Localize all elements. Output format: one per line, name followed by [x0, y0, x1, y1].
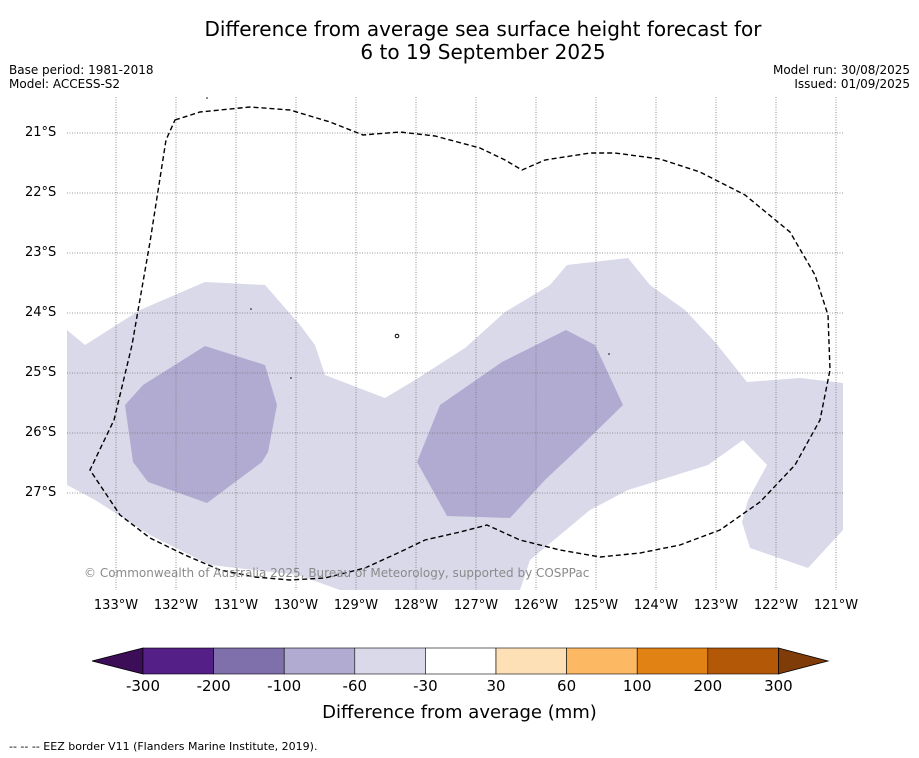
island-marker [394, 333, 400, 339]
colorbar-segment [707, 647, 779, 675]
island-marker [250, 308, 252, 310]
colorbar-segment [425, 647, 497, 675]
eez-border [89, 106, 831, 581]
map-title: Difference from average sea surface heig… [0, 18, 919, 64]
lon-label: 132°W [153, 598, 199, 613]
lon-label: 126°W [513, 598, 559, 613]
lat-label: 26°S [25, 425, 57, 440]
colorbar-tick-label: 30 [486, 677, 506, 695]
colorbar-segment [495, 647, 567, 675]
graticule [67, 97, 843, 590]
island-marker [608, 353, 610, 355]
copyright-notice: © Commonwealth of Australia 2025, Bureau… [84, 566, 590, 580]
anomaly-region-neg100-neg60-east [417, 330, 623, 518]
colorbar-tick-label: -60 [342, 677, 368, 695]
lon-label: 127°W [453, 598, 499, 613]
model-run: Model run: 30/08/2025 [772, 63, 910, 77]
lat-label: 23°S [25, 245, 57, 260]
colorbar [91, 647, 830, 675]
colorbar-extend-low [91, 647, 144, 675]
colorbar-segment [636, 647, 709, 675]
colorbar-tick-label: 100 [622, 677, 652, 695]
colorbar-segment [283, 647, 356, 675]
lat-label: 21°S [25, 125, 57, 140]
lon-label: 130°W [273, 598, 319, 613]
colorbar-tick-label: 300 [764, 677, 793, 695]
eez-footnote: -- -- -- EEZ border V11 (Flanders Marine… [9, 740, 318, 753]
colorbar-segment [213, 647, 285, 675]
lat-label: 27°S [25, 485, 57, 500]
lat-label: 24°S [25, 305, 57, 320]
lon-label: 129°W [333, 598, 379, 613]
meta-right: Model run: 30/08/2025 Issued: 01/09/2025 [773, 63, 910, 91]
colorbar-tick-label: 200 [693, 677, 723, 695]
lat-label: 25°S [25, 365, 57, 380]
issued-date: Issued: 01/09/2025 [794, 77, 910, 91]
lat-label: 22°S [25, 185, 57, 200]
colorbar-extend-high [778, 647, 830, 675]
colorbar-tick-label: 60 [557, 677, 577, 695]
lon-label: 122°W [753, 598, 799, 613]
colorbar-segment [566, 647, 638, 675]
lon-label: 124°W [633, 598, 679, 613]
anomaly-region-neg100-neg60-west [125, 346, 277, 503]
lon-label: 123°W [693, 598, 739, 613]
island-marker [206, 97, 208, 99]
colorbar-tick-label: -30 [413, 677, 438, 695]
lon-label: 125°W [573, 598, 619, 613]
lon-label: 131°W [213, 598, 259, 613]
lon-label: 133°W [93, 598, 139, 613]
colorbar-tick-label: -100 [267, 677, 302, 695]
colorbar-tick-label: -300 [125, 677, 161, 695]
lon-label: 121°W [813, 598, 859, 613]
colorbar-segment [142, 647, 214, 675]
lon-label: 128°W [393, 598, 439, 613]
meta-left: Base period: 1981-2018 Model: ACCESS-S2 [9, 63, 154, 91]
island-marker [290, 377, 292, 379]
map-area [67, 97, 843, 590]
colorbar-title: Difference from average (mm) [322, 702, 597, 723]
title-line-2: 6 to 19 September 2025 [360, 40, 606, 64]
base-period: Base period: 1981-2018 [9, 63, 154, 77]
title-line-1: Difference from average sea surface heig… [204, 17, 762, 41]
colorbar-tick-label: -200 [196, 677, 231, 695]
model-name: Model: ACCESS-S2 [9, 77, 121, 91]
colorbar-segment [354, 647, 426, 675]
